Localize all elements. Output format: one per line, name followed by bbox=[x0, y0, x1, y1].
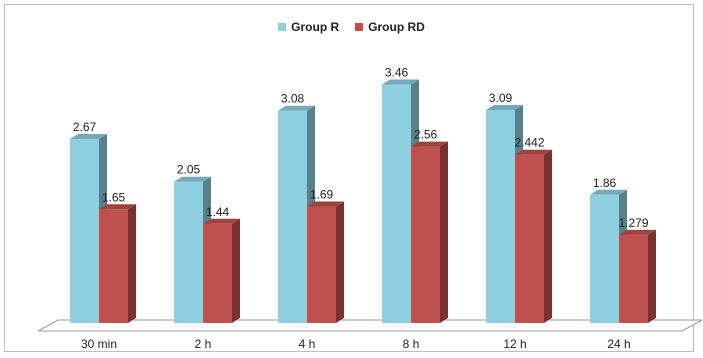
data-label: 3.46 bbox=[385, 66, 409, 80]
legend-item-1: Group RD bbox=[355, 20, 425, 34]
bar-side-1-4 bbox=[544, 149, 552, 323]
x-tick-label: 2 h bbox=[195, 337, 212, 351]
bar-top-0-1 bbox=[174, 176, 211, 182]
bar-top-1-0 bbox=[99, 204, 136, 210]
legend-item-0: Group R bbox=[278, 20, 339, 34]
data-label: 3.09 bbox=[489, 91, 513, 105]
bar-side-1-5 bbox=[648, 229, 656, 323]
bar-top-0-5 bbox=[590, 189, 627, 195]
legend-label: Group R bbox=[291, 20, 340, 34]
bar-0-3 bbox=[382, 84, 411, 323]
bar-0-2 bbox=[278, 110, 307, 323]
bar-0-4 bbox=[486, 110, 515, 323]
data-label: 2.67 bbox=[73, 120, 97, 134]
legend-swatch bbox=[278, 23, 287, 31]
legend-swatch bbox=[355, 23, 364, 31]
data-label: 2.05 bbox=[177, 163, 201, 177]
data-label: 1.44 bbox=[206, 205, 230, 219]
legend-label: Group RD bbox=[368, 20, 425, 34]
x-tick-label: 4 h bbox=[299, 337, 316, 351]
data-label: 2.442 bbox=[514, 136, 544, 150]
bar-top-1-5 bbox=[619, 229, 656, 235]
bar-0-5 bbox=[590, 194, 619, 323]
bar-top-1-4 bbox=[515, 149, 552, 155]
data-label: 1.279 bbox=[618, 216, 648, 230]
data-label: 1.65 bbox=[102, 190, 126, 204]
bar-0-1 bbox=[174, 181, 203, 323]
bar-top-0-4 bbox=[486, 105, 523, 111]
x-tick-label: 12 h bbox=[503, 337, 526, 351]
x-tick-label: 30 min bbox=[81, 337, 117, 351]
bar-1-0 bbox=[99, 209, 128, 323]
bar-side-1-3 bbox=[440, 141, 448, 323]
data-label: 3.08 bbox=[281, 92, 305, 106]
bar-side-1-2 bbox=[336, 201, 344, 323]
legend: Group R Group RD bbox=[0, 20, 703, 34]
bar-side-1-1 bbox=[232, 218, 240, 323]
data-label: 1.86 bbox=[593, 176, 617, 190]
data-label: 2.56 bbox=[414, 128, 438, 142]
bar-top-1-1 bbox=[203, 218, 240, 224]
bar-top-0-2 bbox=[278, 105, 315, 111]
bar-1-5 bbox=[619, 234, 648, 323]
bar-side-1-0 bbox=[128, 204, 136, 323]
bar-1-3 bbox=[411, 146, 440, 323]
bar-1-2 bbox=[307, 206, 336, 323]
bar-top-0-3 bbox=[382, 79, 419, 85]
bar-1-4 bbox=[515, 154, 544, 323]
bar-top-1-3 bbox=[411, 141, 448, 147]
x-tick-label: 24 h bbox=[607, 337, 630, 351]
bar-0-0 bbox=[70, 138, 99, 323]
bar-top-0-0 bbox=[70, 133, 107, 139]
x-tick-label: 8 h bbox=[403, 337, 420, 351]
bar-1-1 bbox=[203, 223, 232, 323]
bar-top-1-2 bbox=[307, 201, 344, 207]
data-label: 1.69 bbox=[310, 188, 334, 202]
